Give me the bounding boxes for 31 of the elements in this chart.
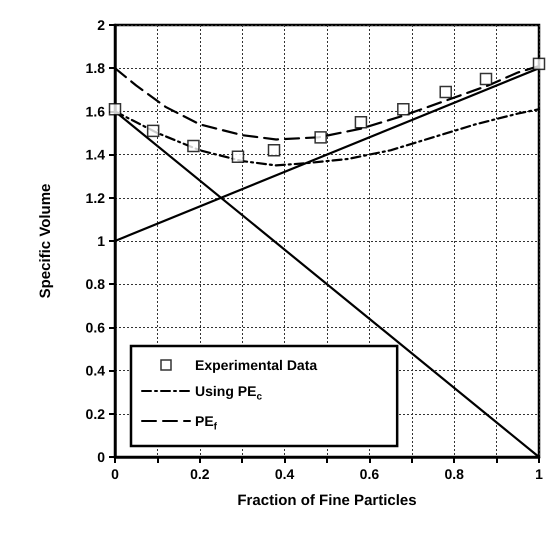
x-tick-label: 0.2 [190,466,210,482]
y-tick-label: 1.8 [86,60,106,76]
legend-label: Experimental Data [195,357,318,373]
y-tick-label: 1.2 [86,190,106,206]
point [314,131,327,144]
point [146,124,160,138]
x-tick-label: 0.4 [274,466,295,482]
y-tick-label: 0.8 [86,276,106,292]
y-tick-label: 1 [97,233,106,249]
y-tick-label: 0.2 [86,406,106,422]
y-axis-title: Specific Volume [37,184,54,298]
point [439,86,452,98]
point [108,102,122,116]
x-tick-label: 0.8 [444,466,464,482]
x-tick-label: 0 [111,466,120,482]
point [232,150,244,164]
y-tick-label: 1.6 [86,103,106,120]
point [532,58,546,70]
y-tick-label: 0 [97,449,106,465]
point [480,72,492,86]
x-tick-label: 0.6 [360,466,380,482]
point [354,116,368,128]
y-tick-label: 2 [97,17,106,33]
point [397,102,410,116]
point [187,140,200,152]
y-tick-label: 0.6 [86,319,106,336]
x-tick-label: 1 [535,466,544,482]
y-tick-label: 1.4 [86,146,106,163]
x-axis-title: Fraction of Fine Particles [237,492,417,509]
y-tick-label: 0.4 [86,362,106,379]
point [268,144,280,157]
